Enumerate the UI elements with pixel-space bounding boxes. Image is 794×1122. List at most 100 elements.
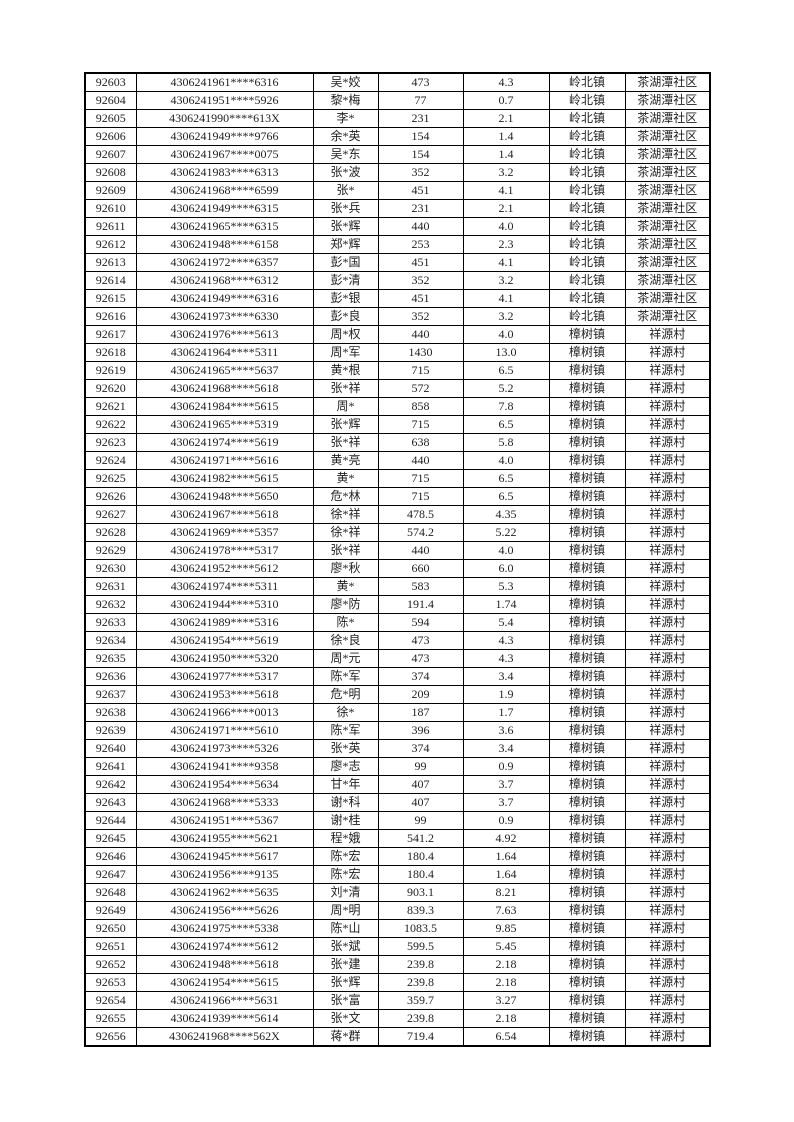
table-cell: 3.4 — [462, 739, 550, 758]
table-cell: 92607 — [84, 145, 137, 164]
table-row: 92613 4306241972****6357 彭*国 451 4.1 岭北镇 茶湖潭社区 — [84, 253, 711, 272]
table-cell: 茶湖潭社区 — [624, 307, 711, 326]
table-cell: 李* — [312, 109, 379, 128]
table-cell: 刘*清 — [312, 883, 379, 902]
table-cell: 4306241965****6315 — [135, 217, 314, 236]
table-cell: 吴*东 — [312, 145, 379, 164]
table-row: 92650 4306241975****5338 陈*山 1083.5 9.85 樟树镇祥… — [84, 919, 711, 938]
table-cell: 樟树镇 — [548, 955, 626, 974]
table-cell: 危*林 — [312, 487, 379, 506]
table-cell: 3.7 — [462, 793, 550, 812]
table-row: 92646 4306241945****5617 陈*宏 180.4 1.64 樟树镇 祥源… — [84, 847, 711, 866]
table-cell: 92625 — [84, 469, 137, 488]
table-cell: 92635 — [84, 649, 137, 668]
table-cell: 徐* — [312, 703, 379, 722]
table-cell: 樟树镇 — [548, 325, 626, 344]
table-cell: 岭北镇 — [548, 271, 626, 290]
table-cell: 5.3 — [462, 577, 550, 596]
table-row: 92620 4306241968****5618 张*祥 572 5.2 樟树镇 祥源村 — [84, 379, 711, 398]
table-cell: 231 — [377, 109, 464, 128]
table-cell: 4.1 — [462, 181, 550, 200]
table-cell: 樟树镇 — [548, 559, 626, 578]
table-cell: 572 — [377, 379, 464, 398]
table-cell: 4306241945****5617 — [135, 847, 314, 866]
table-cell: 92611 — [84, 217, 137, 236]
table-cell: 4306241954****5634 — [135, 775, 314, 794]
table-cell: 92626 — [84, 487, 137, 506]
table-cell: 231 — [377, 199, 464, 218]
table-cell: 祥源村 — [624, 505, 711, 524]
table-cell: 3.4 — [462, 667, 550, 686]
table-cell: 岭北镇 — [548, 127, 626, 146]
table-cell: 4306241950****5320 — [135, 649, 314, 668]
table-cell: 473 — [377, 72, 464, 92]
table-cell: 祥源村 — [624, 595, 711, 614]
table-cell: 岭北镇 — [548, 163, 626, 182]
table-cell: 岭北镇 — [548, 307, 626, 326]
table-cell: 903.1 — [377, 883, 464, 902]
table-cell: 樟树镇 — [548, 937, 626, 956]
table-cell: 岭北镇 — [548, 253, 626, 272]
table-cell: 440 — [377, 217, 464, 236]
table-cell: 4306241975****5338 — [135, 919, 314, 938]
table-cell: 92637 — [84, 685, 137, 704]
table-cell: 4306241978****5317 — [135, 541, 314, 560]
table-cell: 张*英 — [312, 739, 379, 758]
table-cell: 廖*防 — [312, 595, 379, 614]
table-cell: 陈* — [312, 613, 379, 632]
table-cell: 4306241948****5618 — [135, 955, 314, 974]
table-cell: 2.18 — [462, 973, 550, 992]
table-cell: 715 — [377, 487, 464, 506]
table-cell: 92638 — [84, 703, 137, 722]
table-cell: 92644 — [84, 811, 137, 830]
table-cell: 祥源村 — [624, 361, 711, 380]
table-cell: 92636 — [84, 667, 137, 686]
table-body: 92603 4306241961****6316 吴*姣 473 4.3 岭北镇 茶湖潭社区… — [84, 72, 711, 1047]
table-cell: 0.9 — [462, 757, 550, 776]
table-cell: 92631 — [84, 577, 137, 596]
table-cell: 樟树镇 — [548, 667, 626, 686]
table-cell: 3.27 — [462, 991, 550, 1010]
table-cell: 祥源村 — [624, 973, 711, 992]
table-cell: 92617 — [84, 325, 137, 344]
table-cell: 407 — [377, 775, 464, 794]
table-cell: 蒋*群 — [312, 1027, 379, 1047]
table-cell: 徐*祥 — [312, 505, 379, 524]
table-cell: 92655 — [84, 1009, 137, 1028]
table-cell: 廖*志 — [312, 757, 379, 776]
table-cell: 祥源村 — [624, 397, 711, 416]
table-cell: 樟树镇 — [548, 451, 626, 470]
table-cell: 660 — [377, 559, 464, 578]
table-cell: 祥源村 — [624, 793, 711, 812]
table-cell: 彭*良 — [312, 307, 379, 326]
table-cell: 彭*清 — [312, 271, 379, 290]
table-row: 92633 4306241989****5316 陈* 594 5.4 樟树镇 祥源村 — [84, 613, 711, 632]
table-cell: 440 — [377, 541, 464, 560]
table-cell: 祥源村 — [624, 829, 711, 848]
table-cell: 张*辉 — [312, 217, 379, 236]
table-cell: 樟树镇 — [548, 757, 626, 776]
table-cell: 1.4 — [462, 127, 550, 146]
table-cell: 4.3 — [462, 649, 550, 668]
table-cell: 周* — [312, 397, 379, 416]
table-row: 92604 4306241951****5926 黎*梅 77 0.7 岭北镇 茶湖潭社区 — [84, 91, 711, 110]
table-cell: 祥源村 — [624, 901, 711, 920]
table-cell: 839.3 — [377, 901, 464, 920]
table-cell: 4306241952****5612 — [135, 559, 314, 578]
table-row: 92608 4306241983****6313 张*波 352 3.2 岭北镇 茶湖潭社区 — [84, 163, 711, 182]
table-cell: 祥源村 — [624, 811, 711, 830]
table-cell: 祥源村 — [624, 343, 711, 362]
table-cell: 祥源村 — [624, 523, 711, 542]
table-cell: 4306241955****5621 — [135, 829, 314, 848]
table-row: 92632 4306241944****5310 廖*防 191.4 1.74 樟树镇 祥源… — [84, 595, 711, 614]
table-cell: 3.2 — [462, 271, 550, 290]
table-cell: 352 — [377, 307, 464, 326]
table-cell: 周*明 — [312, 901, 379, 920]
table-cell: 92650 — [84, 919, 137, 938]
table-row: 92622 4306241965****5319 张*辉 715 6.5 樟树镇 祥源村 — [84, 415, 711, 434]
table-cell: 5.45 — [462, 937, 550, 956]
table-cell: 374 — [377, 739, 464, 758]
table-cell: 2.18 — [462, 955, 550, 974]
table-cell: 239.8 — [377, 973, 464, 992]
table-cell: 彭*国 — [312, 253, 379, 272]
